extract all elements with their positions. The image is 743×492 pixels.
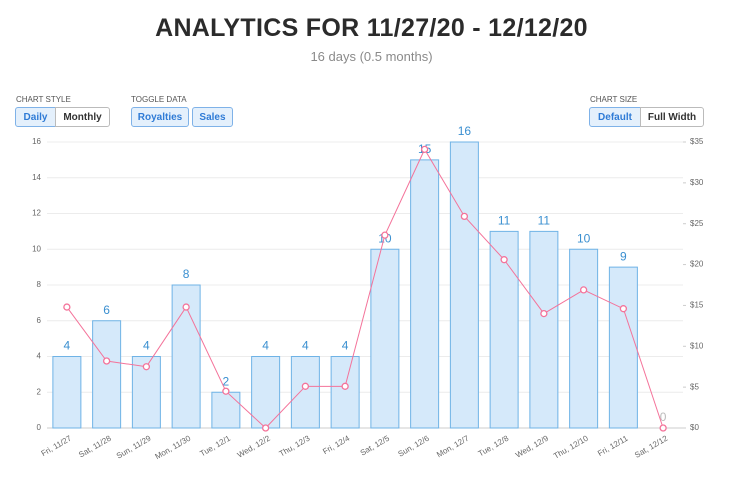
royalties-point — [63, 303, 71, 311]
bar — [370, 248, 400, 429]
chart-style-button[interactable]: Daily — [15, 107, 56, 127]
bar-value-label: 11 — [498, 214, 511, 228]
y-tick-label: 6 — [37, 316, 42, 325]
bar — [92, 320, 122, 429]
royalties-point — [222, 387, 230, 395]
royalties-point — [619, 305, 628, 313]
bar-value-label: 4 — [64, 339, 71, 353]
x-tick-label: Tue, 12/8 — [477, 433, 511, 458]
y-tick-label: 4 — [37, 352, 42, 361]
y2-tick-label: $15 — [690, 301, 704, 310]
x-tick-label: Fri, 12/11 — [596, 433, 630, 458]
royalties-point — [301, 382, 310, 390]
y-tick-label: 2 — [37, 387, 42, 396]
x-tick-label: Sat, 12/5 — [359, 433, 392, 457]
page-title: ANALYTICS FOR 11/27/20 - 12/12/20 — [155, 14, 588, 42]
bar-value-label: 2 — [223, 374, 230, 388]
bar — [410, 159, 440, 429]
bar-value-label: 4 — [302, 339, 309, 353]
bar — [290, 356, 320, 429]
x-tick-label: Tue, 12/1 — [198, 433, 232, 458]
bar — [251, 356, 281, 429]
y-tick-label: 8 — [37, 280, 42, 289]
x-tick-label: Mon, 12/7 — [435, 433, 471, 459]
royalties-point — [142, 363, 151, 371]
royalties-point — [659, 424, 667, 432]
royalties-line — [66, 148, 664, 429]
bar-value-label: 8 — [183, 267, 190, 281]
bar-value-label: 4 — [342, 339, 349, 353]
bar-value-label: 16 — [458, 124, 472, 138]
y2-tick-label: $10 — [690, 341, 704, 350]
x-tick-label: Wed, 12/2 — [236, 433, 272, 459]
bar-value-label: 4 — [262, 339, 269, 353]
toggle-data-button[interactable]: Sales — [192, 107, 233, 127]
x-tick-label: Fri, 12/4 — [321, 433, 351, 456]
y-tick-label: 10 — [32, 244, 41, 253]
royalties-point — [579, 286, 588, 294]
y2-tick-label: $25 — [690, 219, 704, 228]
chart-size-button[interactable]: Full Width — [640, 107, 704, 127]
royalties-point — [341, 382, 349, 390]
y2-tick-label: $30 — [690, 178, 704, 187]
y2-tick-label: $20 — [690, 260, 704, 269]
x-tick-label: Wed, 12/9 — [514, 433, 550, 459]
control-label: CHART STYLE — [16, 95, 71, 104]
royalties-point — [261, 424, 270, 432]
royalties-point — [102, 357, 111, 365]
y2-tick-label: $5 — [690, 382, 699, 391]
royalties-point — [540, 309, 548, 318]
royalties-point — [420, 145, 429, 154]
x-tick-label: Sat, 11/28 — [77, 433, 113, 459]
page-subtitle: 16 days (0.5 months) — [310, 49, 433, 64]
bar — [211, 391, 241, 429]
y-tick-label: 14 — [32, 173, 41, 182]
bar — [449, 141, 479, 429]
bar — [52, 356, 82, 429]
x-tick-label: Sun, 11/29 — [115, 433, 153, 460]
bar-value-label: 4 — [143, 339, 150, 353]
royalties-point — [500, 256, 508, 264]
x-tick-label: Mon, 11/30 — [154, 433, 193, 461]
y-tick-label: 16 — [32, 137, 41, 146]
y2-tick-label: $35 — [690, 137, 704, 146]
bar — [529, 230, 559, 429]
bar — [330, 356, 360, 429]
royalties-point — [182, 303, 190, 311]
bar — [569, 248, 599, 429]
chart-style-button[interactable]: Monthly — [55, 107, 110, 127]
control-label: CHART SIZE — [590, 95, 638, 104]
bar-value-label: 0 — [660, 410, 667, 424]
y-tick-label: 0 — [37, 423, 42, 432]
bar — [608, 266, 638, 429]
y2-tick-label: $0 — [690, 423, 699, 432]
royalties-point — [460, 212, 469, 221]
x-tick-label: Sat, 12/12 — [633, 433, 670, 459]
x-tick-label: Sun, 12/6 — [397, 433, 432, 458]
royalties-point — [381, 231, 389, 239]
bar-value-label: 11 — [538, 214, 551, 228]
bar-value-label: 6 — [103, 303, 110, 317]
toggle-data-button[interactable]: Royalties — [131, 107, 189, 127]
x-tick-label: Thu, 12/3 — [278, 433, 312, 458]
bar-value-label: 9 — [620, 249, 627, 263]
y-tick-label: 12 — [32, 209, 41, 218]
x-tick-label: Thu, 12/10 — [552, 433, 590, 460]
x-tick-label: Fri, 11/27 — [40, 433, 74, 458]
control-label: TOGGLE DATA — [131, 95, 187, 104]
bar-value-label: 10 — [577, 231, 591, 245]
bar — [489, 230, 519, 429]
